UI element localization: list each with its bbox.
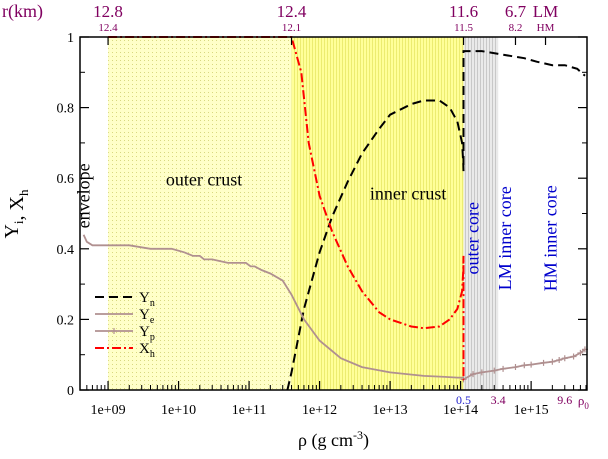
data-point — [470, 371, 477, 378]
region-shading — [108, 37, 499, 390]
y-tick-label: 0.8 — [57, 102, 75, 117]
top-axis-title: r(km) — [2, 1, 43, 22]
x-tick-label: 1e+14 — [443, 403, 478, 418]
top-tick-sublabel: 12.1 — [282, 22, 301, 34]
region-labels: envelope outer crust inner crust outer core… — [74, 163, 561, 291]
region-label: outer crust — [166, 169, 242, 189]
legend-entry-label: Xh — [139, 341, 155, 360]
data-point — [528, 361, 535, 368]
x-tick-label: 1e+12 — [302, 403, 337, 418]
y-tick-label: 0.4 — [57, 243, 75, 258]
top-tick-sublabel: 11.5 — [454, 22, 473, 34]
density-mark-label: 9.6 — [557, 393, 572, 407]
region-label: outer core — [463, 202, 483, 274]
y-tick-label: 1 — [67, 31, 74, 46]
x-tick-label: 1e+11 — [232, 403, 267, 418]
data-point — [570, 353, 577, 360]
legend-entry-label: Yn — [139, 290, 155, 309]
data-point — [556, 356, 563, 363]
data-point — [478, 369, 485, 376]
data-point — [500, 365, 507, 372]
x-tick-label: 1e+13 — [373, 403, 408, 418]
y-axis-label: Yi, Xh — [1, 189, 31, 239]
region-outer-crust — [108, 37, 292, 390]
axes: 1e+09 1e+10 1e+11 1e+12 1e+13 1e+14 1e+15 0 0.2 0… — [1, 1, 589, 451]
series-line-Yn — [286, 50, 586, 391]
series-line-Xh — [108, 36, 465, 381]
legend-entry-label: Yp — [139, 324, 155, 343]
top-tick-sublabel: HM — [537, 22, 555, 34]
density-mark-label: ρ0 — [578, 393, 590, 411]
top-tick-sublabel: 12.4 — [98, 22, 118, 34]
series-layer — [82, 36, 588, 391]
data-point — [521, 362, 528, 369]
legend-marker — [111, 328, 117, 334]
region-label: inner crust — [370, 183, 446, 203]
region-label: LM inner core — [495, 186, 515, 290]
density-mark-label: 0.5 — [456, 393, 471, 407]
series-line-Ye — [82, 234, 464, 379]
region-inner-crust — [291, 37, 464, 390]
y-tick-label: 0.2 — [57, 313, 75, 328]
data-point — [512, 364, 519, 371]
data-point — [549, 358, 556, 365]
top-tick-label: 12.8 — [93, 2, 123, 21]
x-tick-label: 1e+15 — [514, 403, 549, 418]
data-point — [491, 367, 498, 374]
region-label: HM inner core — [541, 185, 561, 291]
top-tick-label: 11.6 — [449, 2, 478, 21]
top-tick-sublabel: 8.2 — [509, 22, 523, 34]
x-axis-label: ρ (g cm-3) — [298, 428, 369, 451]
top-tick-label: 6.7 — [505, 2, 527, 21]
legend-entry-label: Ye — [139, 307, 155, 326]
x-tick-label: 1e+09 — [91, 403, 126, 418]
data-point — [540, 359, 547, 366]
top-tick-label: 12.4 — [277, 2, 307, 21]
region-outer-core — [463, 37, 499, 390]
data-point — [561, 355, 568, 362]
data-point — [577, 349, 584, 356]
top-tick-label: LM — [533, 2, 559, 21]
y-tick-label: 0.6 — [57, 172, 75, 187]
region-label: envelope — [74, 163, 94, 228]
density-mark-label: 3.4 — [491, 393, 506, 407]
x-tick-label: 1e+10 — [161, 403, 196, 418]
y-tick-label: 0 — [67, 384, 74, 399]
